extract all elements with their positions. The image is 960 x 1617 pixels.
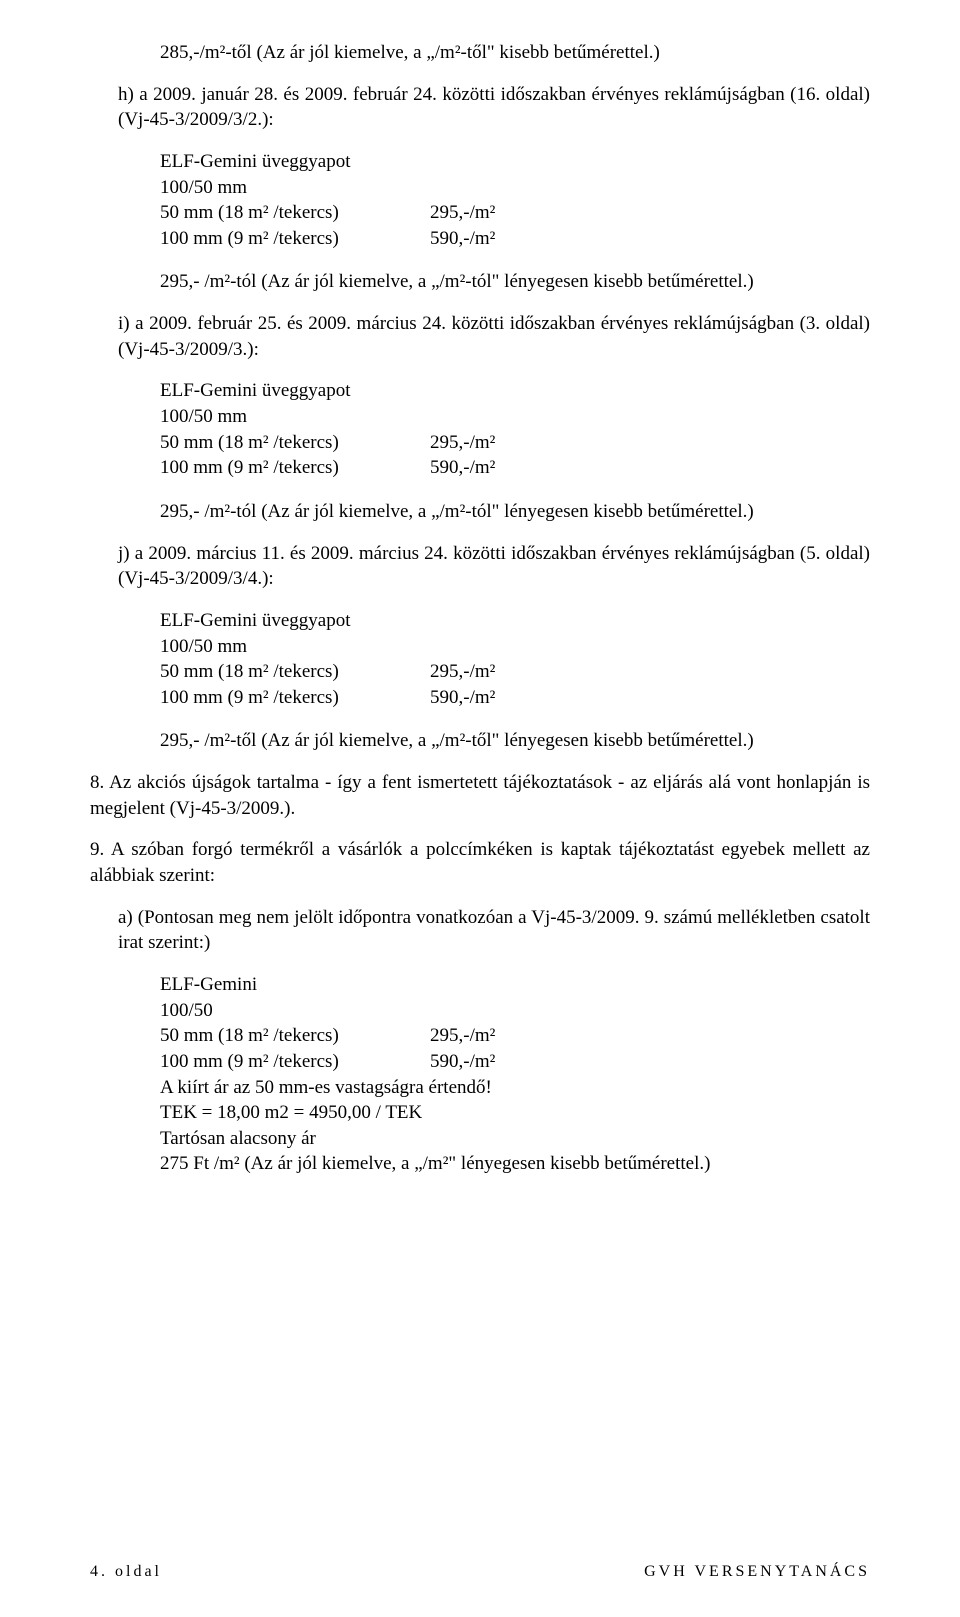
section-h-note: 295,- /m²-tól (Az ár jól kiemelve, a „/m…: [160, 269, 870, 295]
paragraph-9: 9. A szóban forgó termékről a vásárlók a…: [90, 837, 870, 888]
section-i-block: ELF-Gemini üveggyapot 100/50 mm 50 mm (1…: [160, 378, 870, 481]
spec-right: 295,-/m²: [430, 659, 870, 685]
section-j-lead: j) a 2009. március 11. és 2009. március …: [118, 541, 870, 592]
spec-left: 100 mm (9 m² /tekercs): [160, 455, 430, 481]
section-j-note: 295,- /m²-től (Az ár jól kiemelve, a „/m…: [160, 728, 870, 754]
section-j-block: ELF-Gemini üveggyapot 100/50 mm 50 mm (1…: [160, 608, 870, 711]
product-title: ELF-Gemini üveggyapot: [160, 378, 870, 404]
spec-row-1: 50 mm (18 m² /tekercs) 295,-/m²: [160, 430, 870, 456]
line-275: 275 Ft /m² (Az ár jól kiemelve, a „/m²" …: [160, 1151, 870, 1177]
spec-right: 590,-/m²: [430, 1049, 870, 1075]
product-size: 100/50 mm: [160, 404, 870, 430]
spec-left: 50 mm (18 m² /tekercs): [160, 1023, 430, 1049]
spec-left: 100 mm (9 m² /tekercs): [160, 226, 430, 252]
tartos-line: Tartósan alacsony ár: [160, 1126, 870, 1152]
spec-left: 50 mm (18 m² /tekercs): [160, 659, 430, 685]
footer-org: GVH VERSENYTANÁCS: [644, 1563, 870, 1581]
spec-right: 295,-/m²: [430, 430, 870, 456]
spec-right: 590,-/m²: [430, 685, 870, 711]
tek-line: TEK = 18,00 m2 = 4950,00 / TEK: [160, 1100, 870, 1126]
spec-left: 100 mm (9 m² /tekercs): [160, 685, 430, 711]
sub-a-lead: a) (Pontosan meg nem jelölt időpontra vo…: [118, 905, 870, 956]
section-h-lead: h) a 2009. január 28. és 2009. február 2…: [118, 82, 870, 133]
product-size: 100/50: [160, 998, 870, 1024]
spec-row-1: 50 mm (18 m² /tekercs) 295,-/m²: [160, 1023, 870, 1049]
product-title: ELF-Gemini üveggyapot: [160, 608, 870, 634]
spec-row-2: 100 mm (9 m² /tekercs) 590,-/m²: [160, 226, 870, 252]
spec-left: 100 mm (9 m² /tekercs): [160, 1049, 430, 1075]
spec-right: 295,-/m²: [430, 1023, 870, 1049]
spec-right: 295,-/m²: [430, 200, 870, 226]
product-size: 100/50 mm: [160, 634, 870, 660]
intro-line: 285,-/m²-től (Az ár jól kiemelve, a „/m²…: [160, 40, 870, 66]
spec-row-1: 50 mm (18 m² /tekercs) 295,-/m²: [160, 659, 870, 685]
spec-row-2: 100 mm (9 m² /tekercs) 590,-/m²: [160, 1049, 870, 1075]
price-note: A kiírt ár az 50 mm-es vastagságra érten…: [160, 1075, 870, 1101]
paragraph-8: 8. Az akciós újságok tartalma - így a fe…: [90, 770, 870, 821]
product-size: 100/50 mm: [160, 175, 870, 201]
spec-row-1: 50 mm (18 m² /tekercs) 295,-/m²: [160, 200, 870, 226]
section-i-note: 295,- /m²-tól (Az ár jól kiemelve, a „/m…: [160, 499, 870, 525]
section-h-block: ELF-Gemini üveggyapot 100/50 mm 50 mm (1…: [160, 149, 870, 252]
product-title: ELF-Gemini: [160, 972, 870, 998]
spec-row-2: 100 mm (9 m² /tekercs) 590,-/m²: [160, 685, 870, 711]
spec-right: 590,-/m²: [430, 455, 870, 481]
section-i-lead: i) a 2009. február 25. és 2009. március …: [118, 311, 870, 362]
page-footer: 4. oldal GVH VERSENYTANÁCS: [90, 1563, 870, 1581]
spec-left: 50 mm (18 m² /tekercs): [160, 430, 430, 456]
footer-page-number: 4. oldal: [90, 1563, 162, 1581]
spec-left: 50 mm (18 m² /tekercs): [160, 200, 430, 226]
sub-a-block: ELF-Gemini 100/50 50 mm (18 m² /tekercs)…: [160, 972, 870, 1177]
spec-right: 590,-/m²: [430, 226, 870, 252]
spec-row-2: 100 mm (9 m² /tekercs) 590,-/m²: [160, 455, 870, 481]
product-title: ELF-Gemini üveggyapot: [160, 149, 870, 175]
document-page: 285,-/m²-től (Az ár jól kiemelve, a „/m²…: [0, 0, 960, 1617]
